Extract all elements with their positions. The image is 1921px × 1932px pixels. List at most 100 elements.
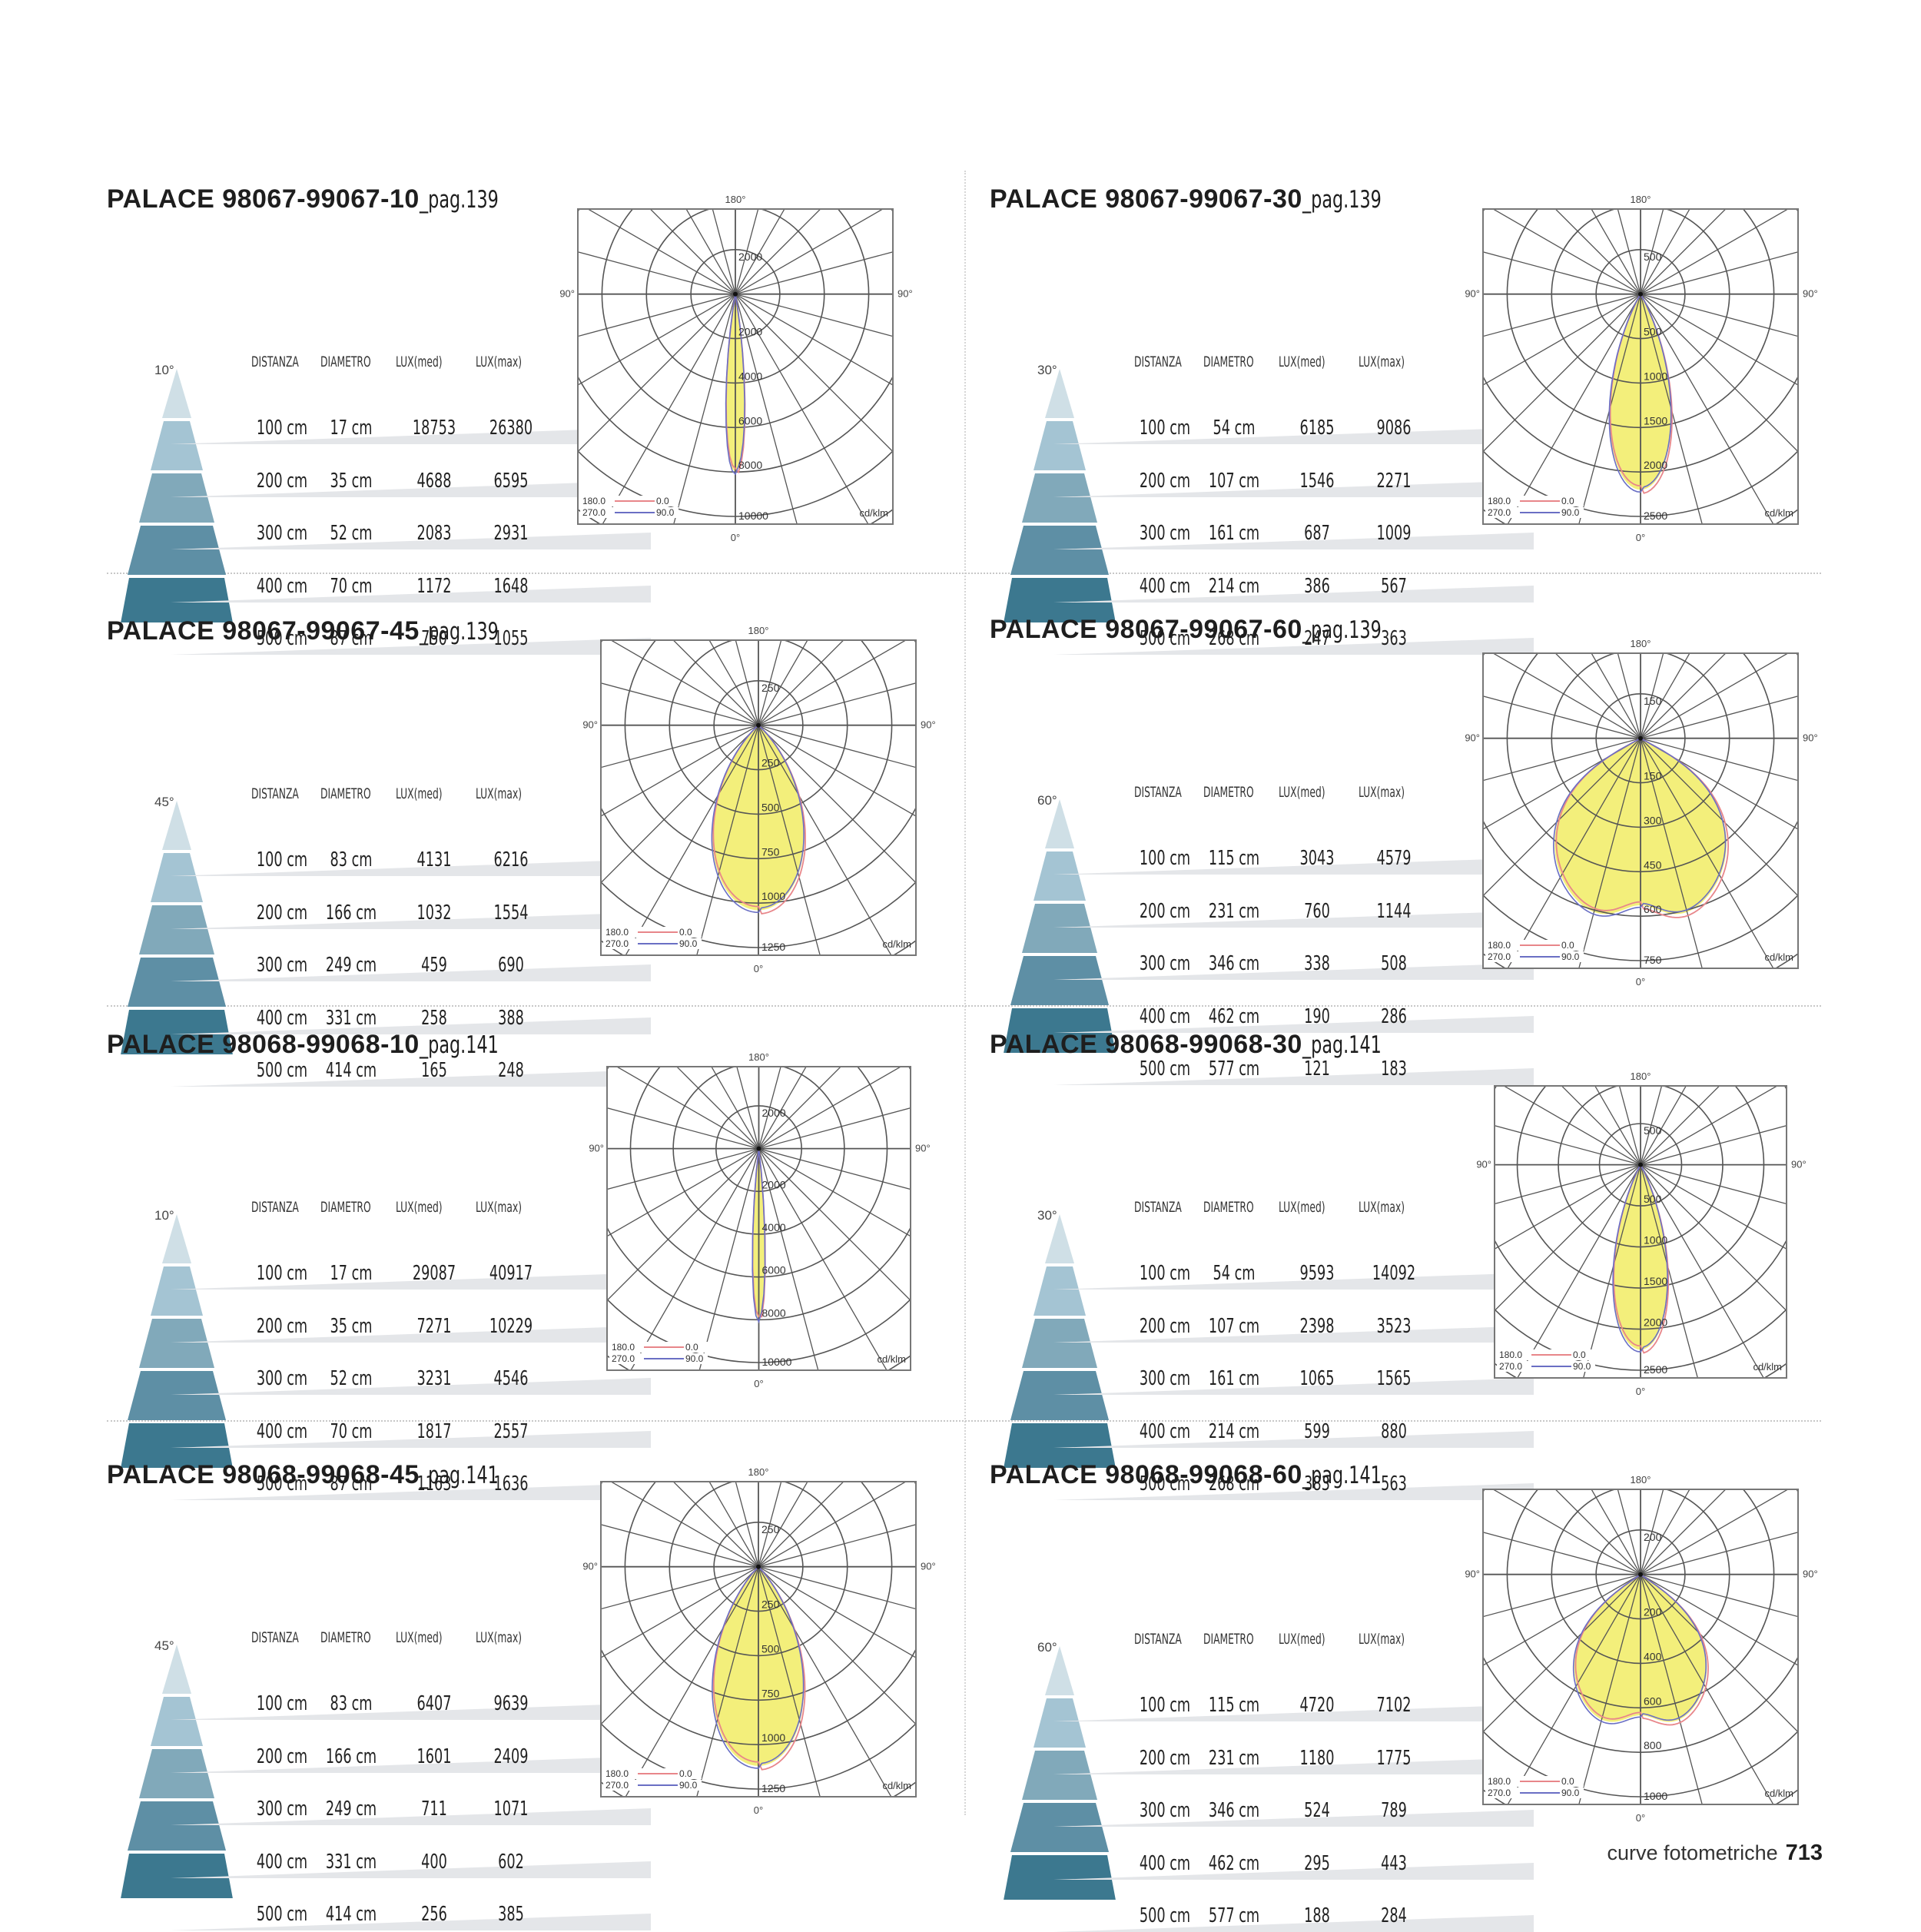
table-row: 100 cm 83 cm 4131 6216 xyxy=(171,822,651,876)
row-shade xyxy=(1053,1705,1534,1721)
distance-value: 200 cm xyxy=(256,1314,308,1338)
distance-value: 200 cm xyxy=(256,1744,308,1768)
cone-segment xyxy=(1022,1751,1097,1800)
diameter-value: 107 cm xyxy=(1208,469,1260,493)
legend-from: 180.0 xyxy=(1488,496,1511,506)
distance-value: 400 cm xyxy=(256,574,308,598)
angle-label-top: 180° xyxy=(748,625,769,636)
lux-med-value: 383 xyxy=(1304,1472,1330,1495)
lux-max-value: 2409 xyxy=(493,1744,529,1768)
product-panel: PALACE 98067-99067-45_pag.139 45° DISTANZA… xyxy=(107,616,960,1087)
row-shade xyxy=(1053,1862,1534,1880)
chart-frame xyxy=(1494,1085,1787,1379)
angle-label-bottom: 0° xyxy=(754,963,763,974)
cone-segment xyxy=(139,473,214,523)
angle-label-left: 90° xyxy=(1465,1569,1480,1580)
legend-to: 0.0 xyxy=(1573,1349,1586,1360)
diameter-value: 231 cm xyxy=(1208,1746,1260,1770)
angle-label-left: 90° xyxy=(582,1561,598,1572)
polar-chart: 150 150 300 450 600 750 180° 0° 90° 90° cd/klm 180.… xyxy=(1465,638,1817,988)
product-panel: PALACE 98068-99068-60_pag.141 60° DISTANZA… xyxy=(990,1460,1843,1932)
diameter-value: 70 cm xyxy=(330,1419,373,1443)
ring-label: 2000 xyxy=(762,1178,786,1190)
legend-to: 90.0 xyxy=(1561,507,1580,518)
ring-label: 2500 xyxy=(1644,1363,1667,1376)
cone-segment xyxy=(1033,421,1086,470)
beam-cone-icon xyxy=(121,369,233,622)
table-row: 200 cm 166 cm 1032 1554 xyxy=(171,875,651,929)
ring-label: 750 xyxy=(1644,954,1662,966)
angle-label-left: 90° xyxy=(1476,1159,1491,1170)
diameter-value: 70 cm xyxy=(330,574,373,598)
ring-label: 250 xyxy=(761,682,780,694)
beam-angle-label: 10° xyxy=(154,1208,174,1223)
page-reference: _pag.141 xyxy=(419,1031,499,1059)
distance-value: 100 cm xyxy=(1139,417,1191,440)
legend-entry: 180.0 0.0 xyxy=(1497,1349,1595,1360)
lux-max-value: 1636 xyxy=(493,1472,529,1495)
row-shade xyxy=(171,1273,651,1290)
ring-label: 300 xyxy=(1644,814,1662,826)
distance-value: 400 cm xyxy=(256,1419,308,1443)
lux-max-value: 26380 xyxy=(489,417,533,440)
distance-value: 200 cm xyxy=(1139,899,1191,923)
origin-point xyxy=(756,1564,761,1569)
distance-value: 300 cm xyxy=(256,954,308,977)
ring-label: 6000 xyxy=(762,1264,786,1276)
angle-label-top: 180° xyxy=(1631,638,1651,649)
distance-value: 500 cm xyxy=(256,1472,308,1495)
lux-max-value: 602 xyxy=(498,1850,524,1874)
lux-med-value: 6407 xyxy=(416,1692,452,1715)
table-row: 200 cm 231 cm 1180 1775 xyxy=(1053,1721,1534,1774)
column-header-diameter: DIAMETRO xyxy=(1203,1199,1254,1216)
legend-entry: 270.0 90.0 xyxy=(609,1353,708,1364)
lux-max-value: 789 xyxy=(1381,1799,1407,1822)
diameter-value: 214 cm xyxy=(1208,574,1260,598)
column-header-diameter: DIAMETRO xyxy=(1203,1631,1254,1648)
column-header-diameter: DIAMETRO xyxy=(320,1199,371,1216)
row-shade xyxy=(171,1070,651,1087)
lux-med-value: 1546 xyxy=(1299,469,1335,493)
table-row: 300 cm 346 cm 338 508 xyxy=(1053,926,1534,980)
distance-value: 300 cm xyxy=(1139,1799,1191,1822)
origin-point xyxy=(1638,291,1643,297)
table-row: 200 cm 231 cm 760 1144 xyxy=(1053,874,1534,928)
unit-label: cd/klm xyxy=(882,1780,911,1791)
column-header-lux-med: LUX(med) xyxy=(396,1199,443,1216)
product-title: PALACE 98067-99067-10_pag.139 xyxy=(107,184,529,214)
curve-c90-c270 xyxy=(1552,737,1727,917)
lux-max-value: 4579 xyxy=(1376,847,1412,870)
cone-segment xyxy=(1004,578,1116,622)
page-footer: curve fotometriche 713 xyxy=(1607,1841,1823,1866)
lux-med-value: 1817 xyxy=(416,1419,452,1443)
table-row: 300 cm 161 cm 687 1009 xyxy=(1053,496,1534,549)
curve-c90-c270 xyxy=(711,724,805,914)
beam-angle-label: 60° xyxy=(1037,793,1057,808)
polar-chart: 250 250 500 750 1000 1250 180° 0° 90° 90° cd/klm 18… xyxy=(582,625,935,974)
cone-segment xyxy=(1033,851,1086,901)
polar-chart: 500 500 1000 1500 2000 2500 180° 0° 90° 90° cd/klm… xyxy=(1465,194,1817,543)
product-code: PALACE 98067-99067-60 xyxy=(990,615,1302,644)
cone-segment xyxy=(1010,1803,1109,1852)
beam-cone-icon xyxy=(121,801,233,1054)
ring-label: 500 xyxy=(1644,326,1662,338)
legend-from: 180.0 xyxy=(582,496,605,506)
lux-med-value: 687 xyxy=(1304,522,1330,545)
ring-label: 200 xyxy=(1644,1606,1662,1618)
angle-label-left: 90° xyxy=(559,288,575,300)
ring-label: 8000 xyxy=(762,1306,786,1319)
ring-label: 250 xyxy=(761,757,780,769)
lux-med-value: 190 xyxy=(1304,1004,1330,1028)
diameter-value: 115 cm xyxy=(1208,847,1260,870)
cone-segment xyxy=(1022,473,1097,523)
cone-segment xyxy=(128,958,226,1007)
table-row: 500 cm 268 cm 247 363 xyxy=(1053,601,1534,655)
ring-label: 2000 xyxy=(738,326,762,338)
ring-label: 10000 xyxy=(738,510,768,522)
column-header-distance: DISTANZA xyxy=(251,785,299,802)
diameter-value: 161 cm xyxy=(1208,522,1260,545)
row-shade xyxy=(171,911,651,929)
lux-max-value: 284 xyxy=(1381,1904,1407,1927)
diameter-value: 462 cm xyxy=(1208,1004,1260,1028)
beam-cone-icon xyxy=(1004,369,1116,622)
